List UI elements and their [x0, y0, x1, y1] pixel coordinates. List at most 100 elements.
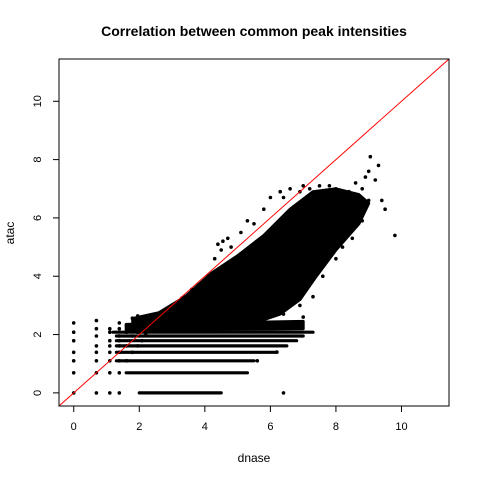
data-point — [117, 391, 122, 395]
data-point — [255, 359, 260, 363]
data-point — [108, 350, 112, 355]
data-point — [117, 344, 122, 348]
data-point — [176, 300, 181, 305]
data-point — [360, 219, 365, 223]
data-point — [140, 338, 144, 343]
data-point — [288, 187, 292, 191]
data-point — [281, 391, 286, 395]
data-point — [212, 256, 217, 261]
y-tick-label: 0 — [32, 390, 44, 396]
x-tick-label: 6 — [267, 421, 273, 433]
data-point — [94, 359, 99, 363]
data-point — [117, 338, 122, 343]
data-point — [317, 184, 322, 188]
data-point — [71, 359, 76, 363]
data-point — [94, 326, 99, 331]
data-point — [334, 187, 338, 191]
data-point — [229, 245, 233, 249]
data-point — [160, 315, 165, 319]
data-point — [140, 324, 144, 328]
data-point — [268, 195, 273, 200]
data-point — [340, 192, 345, 197]
data-point — [71, 371, 76, 375]
data-point — [366, 198, 371, 203]
data-point — [281, 312, 286, 316]
x-tick-label: 8 — [333, 421, 339, 433]
data-point — [155, 321, 160, 325]
data-layer — [58, 58, 450, 407]
data-point — [350, 236, 355, 241]
data-point — [327, 184, 332, 188]
data-point — [393, 233, 397, 238]
data-point — [71, 338, 76, 343]
data-point — [130, 326, 135, 331]
data-point — [301, 184, 306, 188]
x-tick-label: 0 — [71, 421, 77, 433]
data-point — [268, 324, 273, 328]
data-point — [196, 283, 201, 287]
data-point — [278, 189, 283, 194]
data-point — [368, 154, 373, 159]
data-point — [135, 314, 140, 318]
data-point — [226, 236, 230, 241]
plot-frame — [58, 58, 450, 407]
data-point — [144, 332, 148, 337]
point-cloud — [124, 319, 305, 332]
data-point — [307, 187, 312, 191]
data-point — [135, 330, 140, 335]
data-point — [221, 239, 225, 243]
data-point — [124, 324, 129, 328]
data-point — [373, 178, 378, 182]
data-point — [147, 326, 151, 331]
y-tick-label: 4 — [32, 273, 44, 279]
data-point — [340, 245, 345, 249]
data-point — [158, 318, 163, 322]
data-point — [353, 204, 358, 209]
data-point — [311, 294, 315, 299]
y-tick-label: 10 — [32, 95, 44, 107]
data-point — [164, 312, 169, 316]
data-point — [360, 210, 365, 214]
data-point — [298, 303, 302, 308]
y-tick-label: 2 — [32, 331, 44, 337]
data-point — [71, 330, 76, 335]
data-point — [117, 321, 122, 325]
data-point — [108, 330, 112, 335]
data-point — [117, 371, 122, 375]
data-point — [94, 391, 99, 395]
data-point — [281, 195, 286, 200]
data-point — [130, 316, 135, 321]
y-axis-label: atac — [3, 222, 17, 245]
x-tick-label: 10 — [395, 421, 407, 433]
data-point — [252, 222, 256, 226]
data-point — [366, 169, 371, 174]
data-point — [135, 344, 140, 348]
data-point — [94, 334, 99, 338]
data-point — [108, 338, 112, 343]
data-point — [117, 326, 122, 331]
data-point — [108, 371, 112, 375]
y-tick-label: 8 — [32, 157, 44, 163]
data-point — [183, 294, 187, 299]
data-point — [262, 207, 266, 211]
data-point — [71, 350, 76, 355]
data-point — [363, 175, 368, 179]
data-point — [383, 207, 387, 211]
data-point — [124, 359, 129, 363]
data-point — [347, 189, 351, 194]
data-point — [239, 230, 243, 235]
data-point — [144, 318, 148, 322]
data-point — [216, 242, 220, 246]
data-point — [108, 326, 112, 331]
data-point — [124, 330, 129, 335]
data-point — [94, 318, 99, 323]
y-tick-label: 6 — [32, 215, 44, 221]
data-point — [380, 198, 384, 203]
data-point — [117, 359, 122, 363]
data-point — [206, 274, 210, 279]
data-point — [71, 321, 76, 325]
data-point — [94, 344, 99, 348]
data-point — [321, 189, 325, 194]
data-point — [334, 256, 338, 261]
